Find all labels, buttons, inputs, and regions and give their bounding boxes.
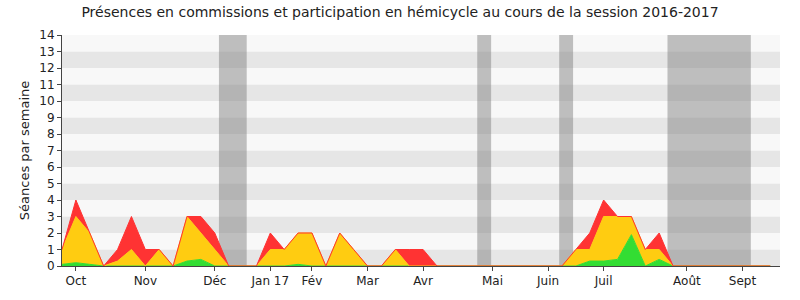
svg-text:9: 9 (47, 111, 55, 125)
svg-text:12: 12 (39, 61, 54, 75)
svg-text:1: 1 (47, 243, 55, 257)
svg-text:14: 14 (39, 28, 54, 42)
svg-text:Juin: Juin (536, 274, 559, 288)
svg-text:Avr: Avr (413, 274, 433, 288)
svg-text:Août: Août (673, 274, 701, 288)
svg-text:4: 4 (47, 193, 55, 207)
svg-text:0: 0 (47, 259, 55, 273)
svg-text:Sept: Sept (729, 274, 757, 288)
svg-text:10: 10 (39, 94, 54, 108)
svg-text:Mai: Mai (482, 274, 503, 288)
svg-text:2: 2 (47, 226, 55, 240)
svg-text:Déc: Déc (203, 274, 226, 288)
svg-text:Présences en commissions et pa: Présences en commissions et participatio… (81, 4, 718, 20)
svg-text:Séances par semaine: Séances par semaine (17, 81, 32, 220)
svg-text:Oct: Oct (66, 274, 87, 288)
svg-text:Nov: Nov (134, 274, 157, 288)
svg-text:7: 7 (47, 144, 55, 158)
svg-text:13: 13 (39, 45, 54, 59)
svg-text:Juil: Juil (594, 274, 613, 288)
svg-text:3: 3 (47, 210, 55, 224)
svg-text:Jan 17: Jan 17 (251, 274, 290, 288)
svg-text:8: 8 (47, 127, 55, 141)
svg-text:5: 5 (47, 177, 55, 191)
svg-text:11: 11 (39, 78, 54, 92)
svg-text:Fév: Fév (302, 274, 323, 288)
svg-text:6: 6 (47, 160, 55, 174)
svg-text:Mar: Mar (356, 274, 379, 288)
